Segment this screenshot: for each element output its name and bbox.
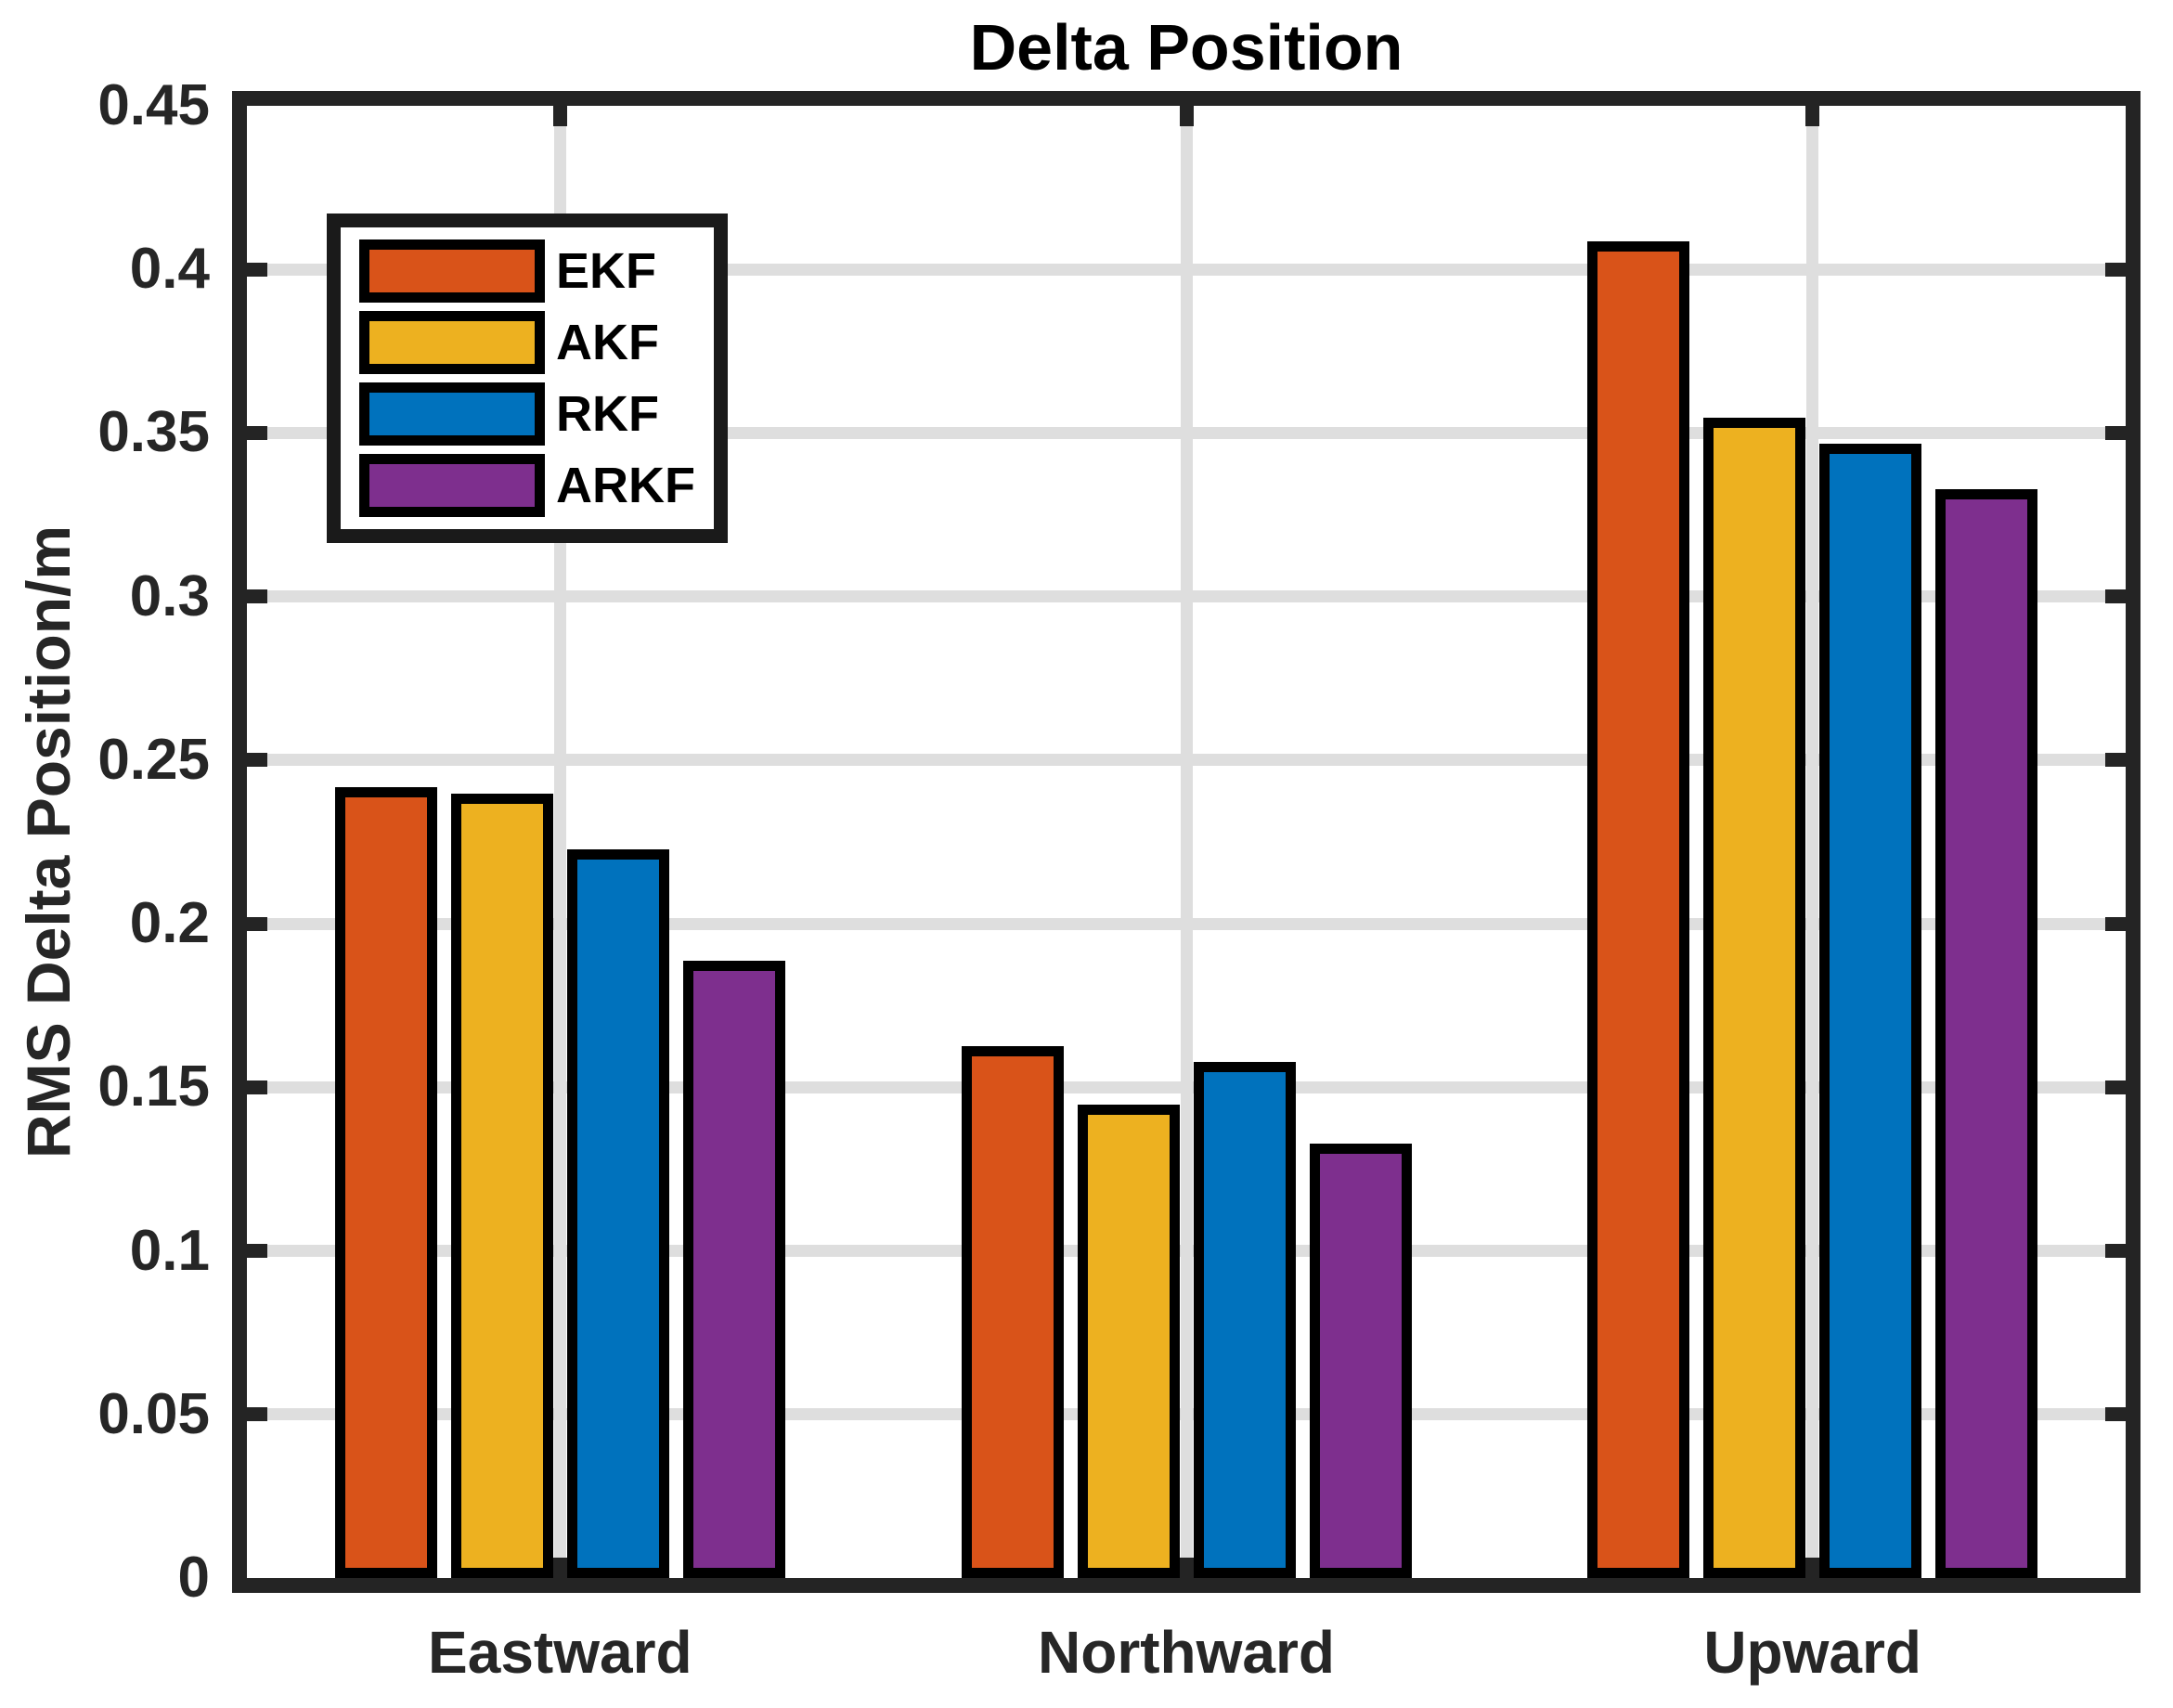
y-tick-left (247, 425, 267, 440)
y-tick-right (2105, 753, 2126, 768)
bar-ekf-upward (1587, 240, 1690, 1578)
legend-entry-rkf: RKF (359, 382, 695, 446)
legend-swatch-ekf (359, 239, 545, 303)
bar-rkf-northward (1193, 1062, 1296, 1578)
x-tick-label-northward: Northward (1038, 1619, 1335, 1686)
bar-rkf-upward (1819, 444, 1922, 1578)
y-tick-right (2105, 916, 2126, 931)
y-tick-left (247, 1080, 267, 1094)
y-tick-label: 0 (177, 1546, 210, 1610)
y-tick-left (247, 262, 267, 277)
bar-ekf-eastward (334, 787, 437, 1578)
y-tick-right (2105, 262, 2126, 277)
bar-rkf-eastward (566, 849, 669, 1578)
gridline-vertical (1180, 106, 1193, 1578)
y-tick-label: 0.35 (97, 400, 210, 465)
y-tick-label: 0.45 (97, 73, 210, 137)
bar-akf-northward (1077, 1105, 1180, 1578)
legend-swatch-rkf (359, 382, 545, 446)
bar-arkf-upward (1935, 489, 2038, 1578)
y-tick-label: 0.4 (129, 237, 210, 302)
legend-label-arkf: ARKF (556, 458, 695, 513)
y-tick-label: 0.05 (97, 1381, 210, 1446)
y-tick-label: 0.1 (129, 1218, 210, 1283)
y-tick-left (247, 753, 267, 768)
bar-arkf-northward (1309, 1144, 1412, 1578)
legend: EKF AKF RKF ARKF (327, 214, 728, 543)
legend-label-akf: AKF (556, 315, 659, 370)
bar-ekf-northward (961, 1045, 1064, 1578)
legend-swatch-arkf (359, 454, 545, 517)
legend-label-rkf: RKF (556, 386, 659, 442)
y-tick-right (2105, 589, 2126, 604)
bar-arkf-eastward (682, 960, 785, 1578)
legend-entry-arkf: ARKF (359, 454, 695, 517)
y-tick-left (247, 589, 267, 604)
y-tick-left (247, 916, 267, 931)
x-tick-top (552, 106, 567, 126)
x-tick-bottom (1179, 1558, 1194, 1578)
y-tick-left (247, 1244, 267, 1259)
plot-inner (247, 106, 2126, 1578)
y-tick-right (2105, 1407, 2126, 1422)
y-tick-label: 0.2 (129, 891, 210, 956)
bar-akf-eastward (450, 794, 553, 1578)
y-tick-label: 0.3 (129, 563, 210, 628)
legend-entry-ekf: EKF (359, 239, 695, 303)
bar-akf-upward (1703, 417, 1806, 1578)
y-tick-right (2105, 1080, 2126, 1094)
x-tick-label-eastward: Eastward (428, 1619, 692, 1686)
x-tick-top (1805, 106, 1820, 126)
y-tick-right (2105, 1244, 2126, 1259)
x-tick-bottom (1805, 1558, 1820, 1578)
gridline-vertical (1806, 106, 1819, 1578)
x-tick-top (1179, 106, 1194, 126)
x-tick-bottom (552, 1558, 567, 1578)
legend-label-ekf: EKF (556, 243, 656, 299)
y-tick-label: 0.15 (97, 1055, 210, 1119)
chart-title: Delta Position (969, 11, 1403, 84)
legend-entry-akf: AKF (359, 311, 695, 374)
y-tick-left (247, 1407, 267, 1422)
x-tick-label-upward: Upward (1703, 1619, 1921, 1686)
legend-swatch-akf (359, 311, 545, 374)
y-tick-label: 0.25 (97, 727, 210, 792)
y-tick-right (2105, 425, 2126, 440)
